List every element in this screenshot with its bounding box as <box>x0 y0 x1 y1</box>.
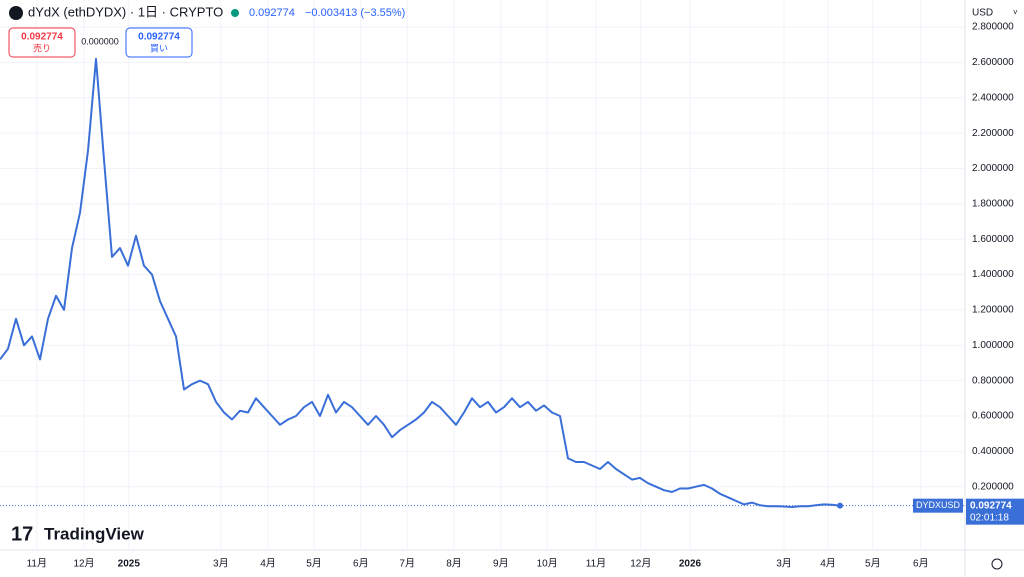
logo-mark: 17 <box>11 523 33 545</box>
last-point <box>837 502 843 509</box>
currency-select[interactable] <box>966 0 1024 26</box>
x-tick-label: 4月 <box>820 558 836 570</box>
x-tick-label: 11月 <box>27 558 47 570</box>
x-tick-label: 7月 <box>399 558 415 570</box>
y-tick-label: 1.400000 <box>972 269 1014 280</box>
x-tick-label: 11月 <box>586 558 606 570</box>
sell-button[interactable] <box>8 27 76 58</box>
currency-caret[interactable]: ˅ <box>1013 8 1018 17</box>
y-tick-label: 2.200000 <box>972 128 1014 139</box>
x-tick-label: 5月 <box>306 558 322 570</box>
x-tick-label: 6月 <box>913 558 929 570</box>
header-change: −0.003413 (−3.55%) <box>305 7 405 19</box>
buy-button[interactable] <box>125 27 193 58</box>
sell-label[interactable]: 売り <box>33 42 51 53</box>
buy-price[interactable]: 0.092774 <box>138 32 180 43</box>
x-tick-label: 3月 <box>776 558 792 570</box>
x-tick-label: 3月 <box>213 558 229 570</box>
y-tick-label: 2.800000 <box>972 22 1014 33</box>
y-tick-label: 0.200000 <box>972 481 1014 492</box>
x-tick-label: 4月 <box>260 558 276 570</box>
y-tick-label: 2.400000 <box>972 92 1014 103</box>
currency[interactable]: USD <box>972 8 993 19</box>
plot <box>0 0 965 550</box>
last-price: 0.092774 <box>970 500 1012 511</box>
x-tick-label: 9月 <box>493 558 509 570</box>
last-price-bg <box>966 498 1024 525</box>
y-tick-label: 1.600000 <box>972 234 1014 245</box>
brand: TradingView <box>44 524 145 543</box>
market-status <box>231 9 239 17</box>
buy-label[interactable]: 買い <box>150 43 168 53</box>
x-tick-label: 2025 <box>118 559 141 570</box>
symbol-icon <box>9 6 23 20</box>
x-tick-label: 10月 <box>537 558 558 570</box>
price-line <box>0 57 841 508</box>
y-tick-label: 1.200000 <box>972 305 1014 316</box>
settings-icon[interactable] <box>991 558 1003 570</box>
sell-price[interactable]: 0.092774 <box>21 32 63 43</box>
y-tick-label: 1.800000 <box>972 198 1014 209</box>
y-tick-label: 0.400000 <box>972 446 1014 457</box>
countdown: 02:01:18 <box>970 512 1009 523</box>
spread: 0.000000 <box>81 36 119 46</box>
header-price: 0.092774 <box>249 7 295 19</box>
symbol-title: dYdX (ethDYDX) · 1日 · CRYPTO <box>28 4 223 19</box>
y-tick-label: 0.800000 <box>972 375 1014 386</box>
x-tick-label: 5月 <box>865 558 881 570</box>
y-tick-label: 0.600000 <box>972 411 1014 422</box>
x-tick-label: 2026 <box>679 559 702 570</box>
symbol-label: DYDXUSD <box>916 500 961 510</box>
symbol-label-bg <box>913 498 963 513</box>
y-tick-label: 1.000000 <box>972 340 1014 351</box>
x-tick-label: 8月 <box>446 558 462 570</box>
y-tick-label: 2.600000 <box>972 57 1014 68</box>
x-tick-label: 12月 <box>73 558 94 570</box>
x-tick-label: 6月 <box>353 558 369 570</box>
y-tick-label: 2.000000 <box>972 163 1014 174</box>
x-tick-label: 12月 <box>630 558 651 570</box>
